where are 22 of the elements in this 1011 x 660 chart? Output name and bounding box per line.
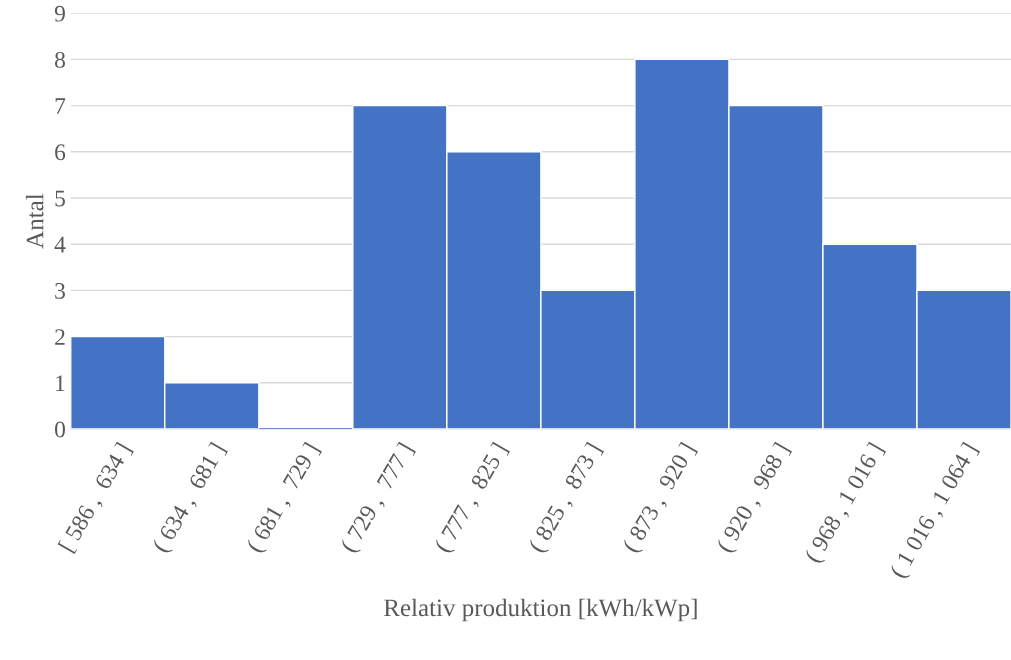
x-tick-label: ( 777 , 825 ] — [433, 441, 512, 556]
x-tick-label: ( 1 016 , 1 064 ] — [888, 441, 982, 582]
y-tick-label: 6 — [55, 144, 66, 161]
x-tick-label: ( 681 , 729 ] — [245, 441, 324, 556]
y-tick-label: 2 — [55, 329, 65, 345]
y-tick-label: 4 — [54, 236, 66, 253]
y-tick-label: 8 — [55, 51, 66, 68]
y-tick-label: 1 — [56, 375, 65, 391]
x-tick-label: [ 586 , 634 ] — [57, 441, 135, 555]
y-tick-label: 7 — [55, 98, 66, 114]
x-tick-label: ( 729 , 777 ] — [339, 441, 418, 556]
y-tick-label: 5 — [55, 190, 65, 207]
y-tick-label: 9 — [54, 5, 65, 22]
x-tick-label: ( 873 , 920 ] — [621, 441, 700, 556]
y-axis-title: Antal — [25, 193, 44, 249]
x-tick-label: ( 920 , 968 ] — [715, 441, 794, 556]
x-axis-title: Relativ produktion [kWh/kWp] — [384, 598, 697, 622]
y-tick-label: 3 — [55, 282, 65, 299]
x-tick-label: ( 634 , 681 ] — [151, 441, 230, 556]
y-tick-label: 0 — [55, 421, 66, 438]
x-tick-label: ( 825 , 873 ] — [527, 441, 606, 556]
x-tick-label: ( 968 , 1 016 ] — [803, 441, 888, 566]
